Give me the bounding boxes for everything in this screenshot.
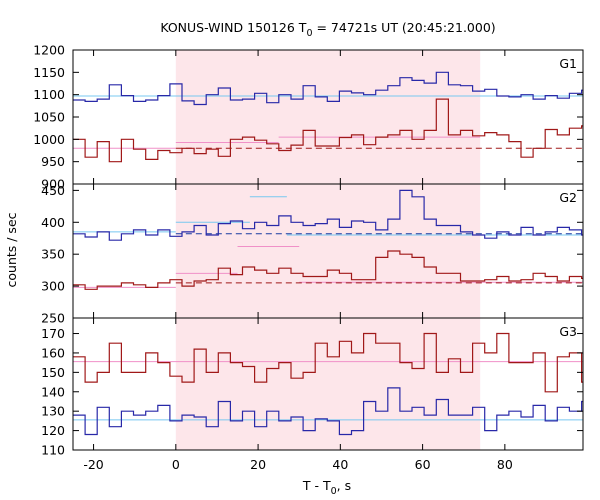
burst-shade-panel-1 — [175, 50, 481, 184]
chart-title-rest: = 74721s UT (20:45:21.000) — [313, 20, 496, 35]
y-tick-label: 120 — [41, 423, 65, 438]
y-tick-label: 130 — [41, 404, 65, 419]
y-tick-label: 1150 — [33, 65, 65, 80]
x-axis-label-subscript: 0 — [331, 486, 337, 497]
axis-tick-labels: 90095010001050110011501200G1250300350400… — [33, 43, 577, 473]
y-tick-label: 1000 — [33, 132, 65, 147]
x-axis-label-main: T - T — [302, 478, 331, 493]
step-curve-blue_step — [73, 387, 583, 436]
y-tick-label: 170 — [41, 326, 65, 341]
y-tick-label: 950 — [41, 154, 65, 169]
panel-label-g2: G2 — [559, 190, 577, 205]
chart-title-main: KONUS-WIND 150126 T — [160, 20, 306, 35]
x-axis-label: T - T0, s — [302, 478, 351, 497]
y-tick-label: 300 — [41, 279, 65, 294]
step-curve-red_step — [73, 250, 583, 290]
y-tick-label: 140 — [41, 384, 65, 399]
x-tick-label: 80 — [497, 457, 513, 472]
panel-3-series — [73, 332, 583, 436]
y-axis-label: counts / sec — [4, 212, 19, 287]
series-layer — [73, 71, 583, 436]
panel-2-series — [73, 189, 583, 290]
panel-label-g1: G1 — [559, 56, 577, 71]
x-tick-label: 40 — [332, 457, 348, 472]
y-tick-label: 110 — [41, 443, 65, 458]
panel-frame-3 — [72, 317, 584, 451]
burst-shade-panel-3 — [175, 318, 481, 450]
x-tick-label: 20 — [250, 457, 266, 472]
burst-shade-panel-2 — [175, 184, 481, 318]
x-tick-label: 60 — [415, 457, 431, 472]
y-tick-label: 450 — [41, 183, 65, 198]
x-tick-label: -20 — [83, 457, 103, 472]
y-tick-label: 350 — [41, 247, 65, 262]
y-tick-label: 150 — [41, 365, 65, 380]
step-curve-blue_step — [73, 71, 583, 106]
step-curve-red_step — [73, 332, 583, 393]
y-tick-label: 1200 — [33, 43, 65, 58]
chart-title-subscript: 0 — [306, 28, 312, 39]
y-tick-label: 1100 — [33, 87, 65, 102]
y-tick-label: 250 — [41, 311, 65, 326]
y-tick-label: 160 — [41, 345, 65, 360]
chart-title: KONUS-WIND 150126 T0 = 74721s UT (20:45:… — [160, 20, 495, 39]
panel-label-g3: G3 — [559, 324, 577, 339]
y-tick-label: 900 — [41, 177, 65, 192]
y-tick-label: 400 — [41, 215, 65, 230]
x-axis-label-rest: , s — [337, 478, 351, 493]
burst-interval-shading — [175, 50, 481, 450]
x-tick-label: 0 — [172, 457, 180, 472]
step-curve-blue_step — [73, 189, 583, 241]
axis-ticks — [73, 49, 583, 451]
step-curve-red_step — [73, 98, 583, 163]
panel-1-series — [73, 71, 583, 163]
y-tick-label: 1050 — [33, 110, 65, 125]
